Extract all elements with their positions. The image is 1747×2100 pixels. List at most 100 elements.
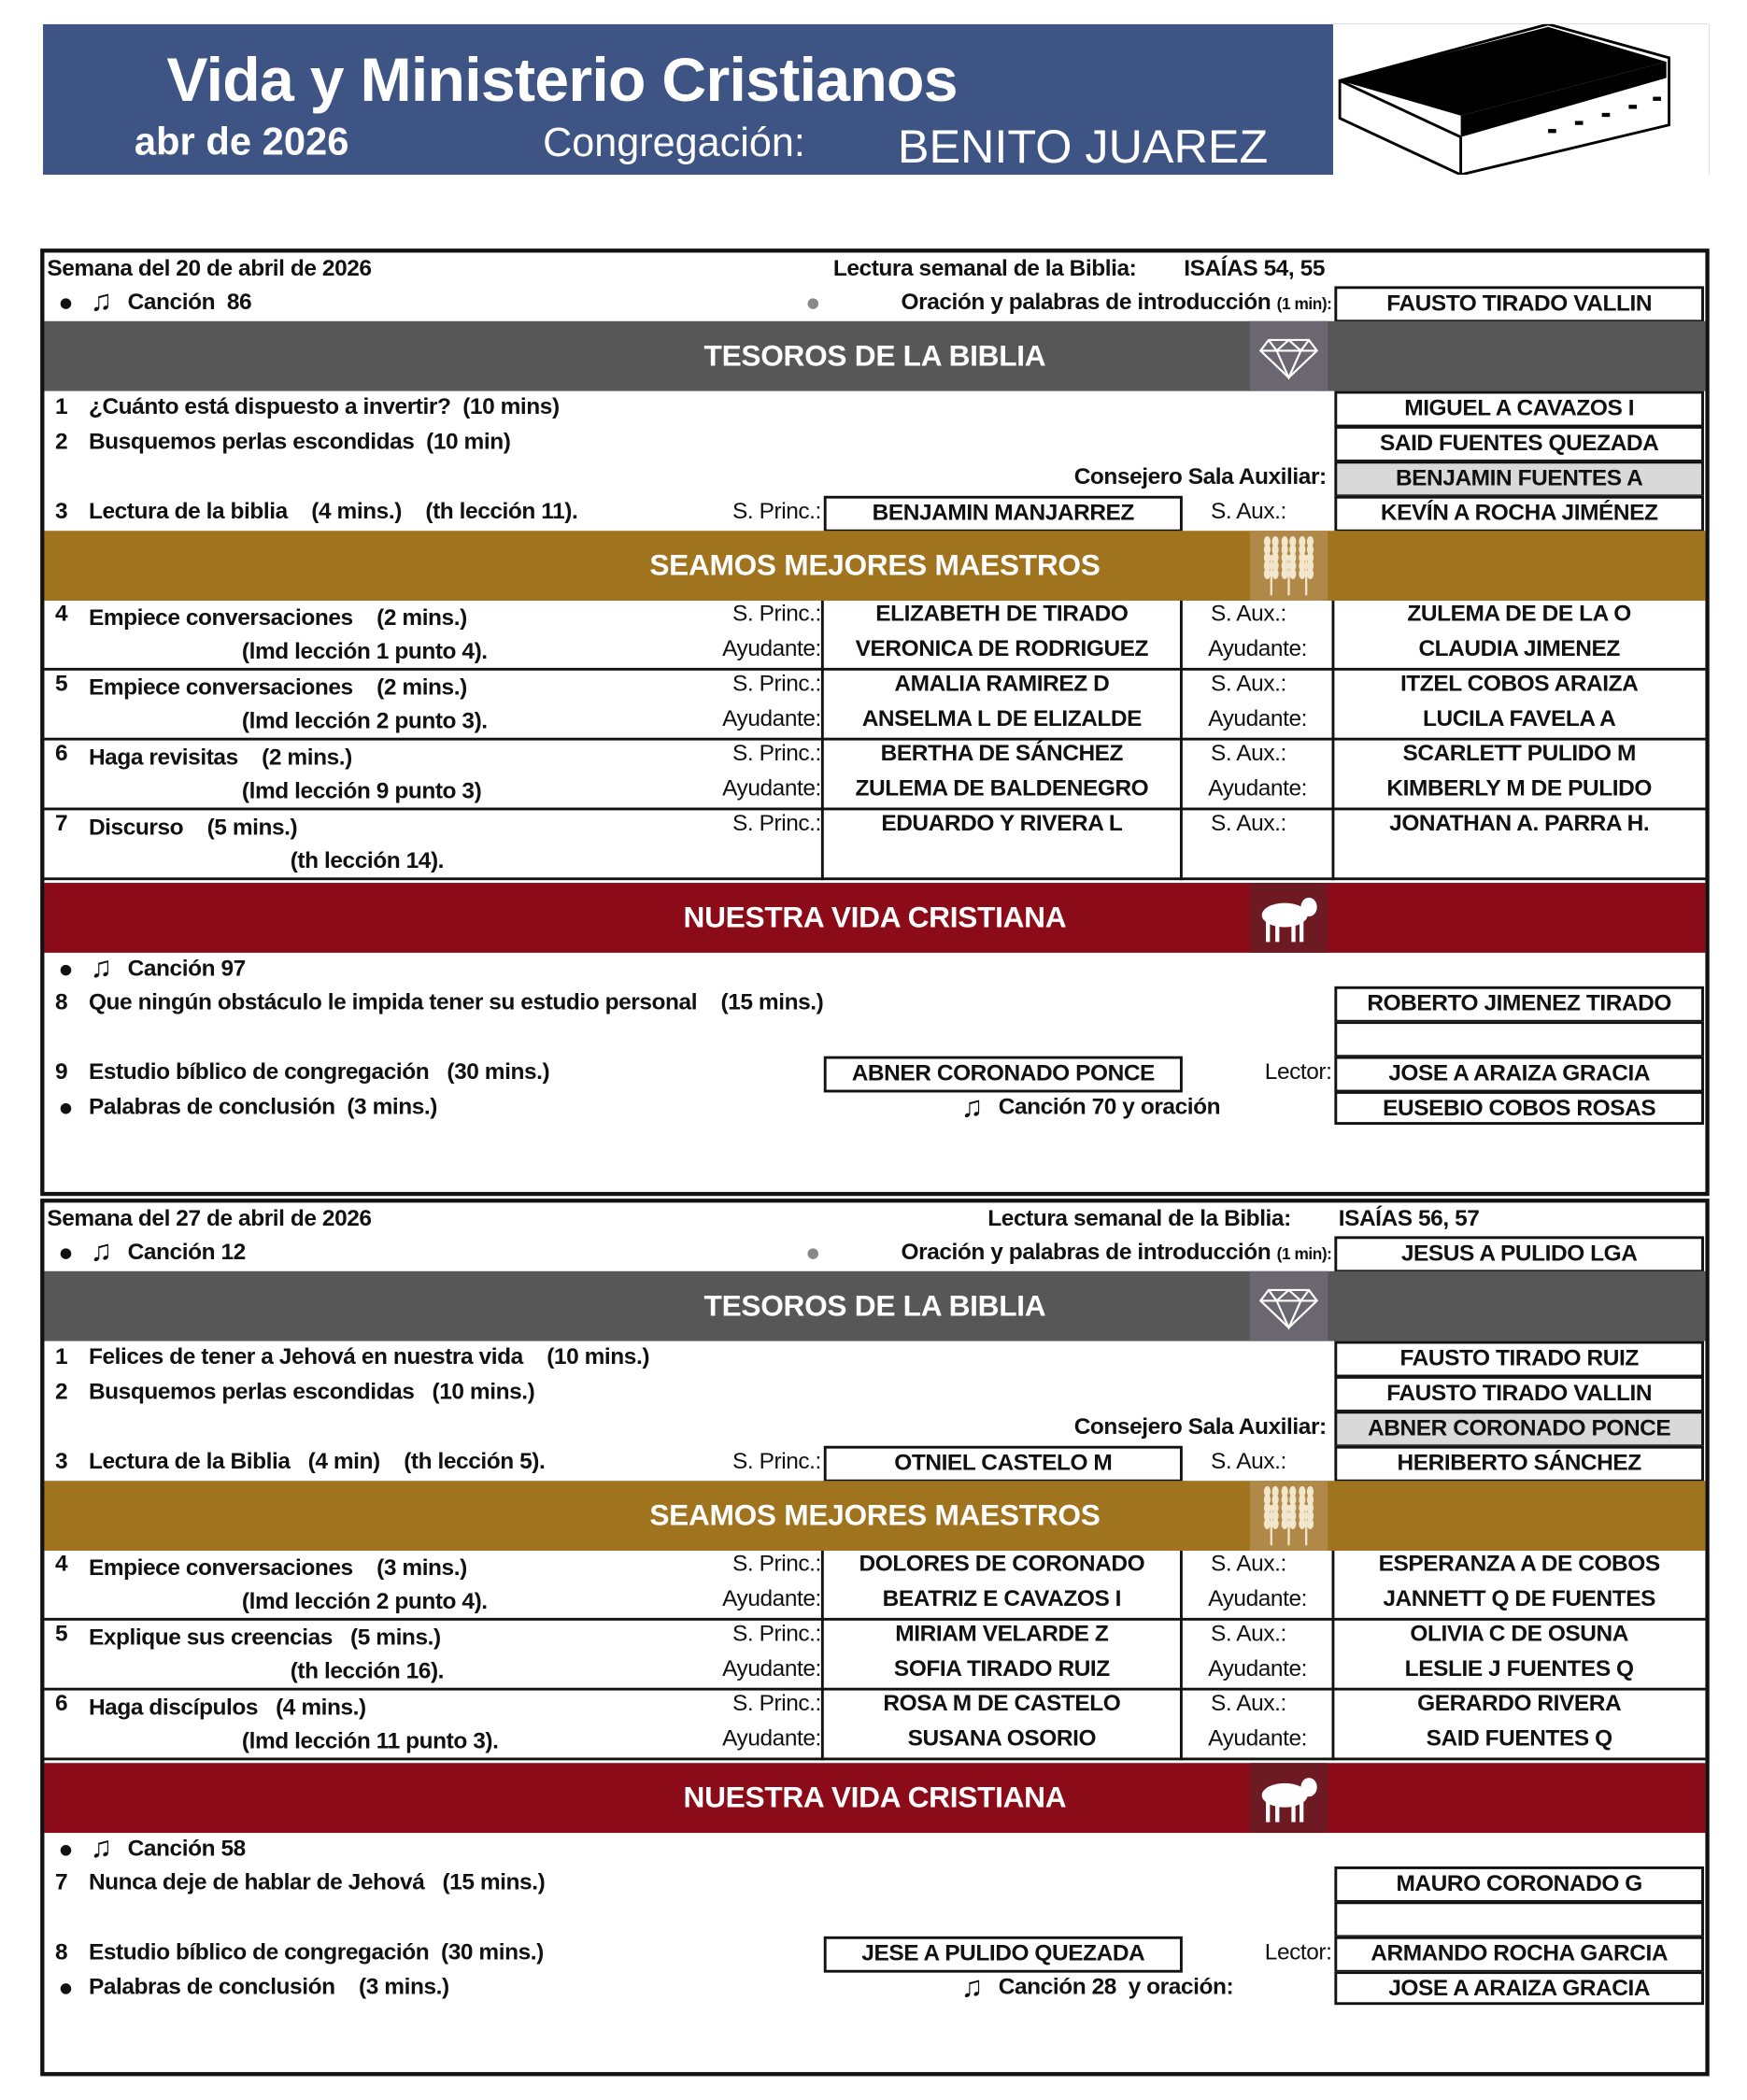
aux-label: S. Aux.: xyxy=(1211,740,1286,766)
aux-name: ZULEMA DE DE LA O xyxy=(1407,600,1631,627)
princ-label: S. Princ.: xyxy=(732,1620,821,1647)
helper-name: SOFIA TIRADO RUIZ xyxy=(893,1655,1110,1681)
bullet-icon xyxy=(60,1248,72,1259)
music-note-icon: ♫ xyxy=(90,1233,112,1268)
sheep-icon xyxy=(1249,883,1328,953)
aux-name: ESPERANZA A DE COBOS xyxy=(1378,1550,1661,1577)
reading-value: ISAÍAS 54, 55 xyxy=(1184,255,1326,281)
reader-box[interactable]: JOSE A ARAIZA GRACIA xyxy=(1334,1056,1704,1093)
week-label: Semana del 20 de abril de 2026 xyxy=(47,255,372,281)
helper-label: Ayudante: xyxy=(722,705,821,731)
bullet-icon xyxy=(807,298,819,309)
aux-label: S. Aux.: xyxy=(1211,600,1286,627)
aux-box[interactable]: KEVÍN A ROCHA JIMÉNEZ xyxy=(1334,495,1704,532)
aux-label: S. Aux.: xyxy=(1211,498,1286,524)
aux-helper-label: Ayudante: xyxy=(1208,774,1307,802)
aux-helper-name: SAID FUENTES Q xyxy=(1426,1724,1613,1752)
princ-label: S. Princ.: xyxy=(732,498,821,524)
part-number: 8 xyxy=(54,988,68,1015)
closing-text: Palabras de conclusión (3 mins.) xyxy=(88,1093,438,1120)
column-divider xyxy=(1179,600,1183,881)
part-text: Nunca deje de hablar de Jehová (15 mins.… xyxy=(88,1868,546,1895)
assignee-box[interactable]: MIGUEL A CAVAZOS I xyxy=(1334,390,1704,428)
princ-label: S. Princ.: xyxy=(732,670,821,697)
part-lesson: (lmd lección 11 punto 3). xyxy=(241,1727,499,1754)
wheat-icon xyxy=(1249,1481,1328,1551)
helper-label: Ayudante: xyxy=(722,1585,821,1611)
prayer-name-box[interactable]: JESUS A PULIDO LGA xyxy=(1334,1236,1704,1273)
living-song: Canción 97 xyxy=(127,955,247,982)
empty-assignee-box[interactable] xyxy=(1334,1901,1704,1938)
part-text: Empiece conversaciones (2 mins.) xyxy=(88,604,467,631)
part-number: 1 xyxy=(54,393,68,419)
column-divider xyxy=(1179,1550,1183,1761)
section-vida: NUESTRA VIDA CRISTIANA xyxy=(44,883,1706,953)
aux-helper-label: Ayudante: xyxy=(1208,705,1307,731)
column-divider xyxy=(820,1550,824,1761)
section-title: SEAMOS MEJORES MAESTROS xyxy=(649,547,1101,582)
column-divider xyxy=(1331,1550,1335,1761)
prayer-minutes: (1 min): xyxy=(1276,1244,1332,1264)
reader-box[interactable]: ARMANDO ROCHA GARCIA xyxy=(1334,1936,1704,1973)
aux-name: GERARDO RIVERA xyxy=(1417,1690,1622,1716)
closing-prayer-box[interactable]: JOSE A ARAIZA GRACIA xyxy=(1334,1971,1704,2006)
part-lesson: (lmd lección 1 punto 4). xyxy=(241,638,488,664)
opening-song: Canción 12 xyxy=(127,1239,247,1265)
part-number: 5 xyxy=(54,1620,68,1647)
header-banner: Vida y Ministerio Cristianos abr de 2026… xyxy=(43,22,1710,177)
reading-label: Lectura semanal de la Biblia: xyxy=(832,255,1137,281)
music-note-icon: ♫ xyxy=(90,949,112,984)
reader-label: Lector: xyxy=(1264,1058,1332,1085)
helper-label: Ayudante: xyxy=(722,635,821,661)
aux-box[interactable]: HERIBERTO SÁNCHEZ xyxy=(1334,1445,1704,1483)
part-number: 1 xyxy=(54,1343,68,1369)
aux-name: ITZEL COBOS ARAIZA xyxy=(1399,670,1639,697)
music-note-icon: ♫ xyxy=(90,1830,112,1865)
sheep-icon xyxy=(1249,1763,1328,1834)
part-text: Que ningún obstáculo le impida tener su … xyxy=(88,988,824,1015)
part-number: 4 xyxy=(54,600,68,627)
assignee-box[interactable]: FAUSTO TIRADO RUIZ xyxy=(1334,1341,1704,1378)
part-lesson: (lmd lección 2 punto 4). xyxy=(241,1588,488,1614)
closing-prayer-box[interactable]: EUSEBIO COBOS ROSAS xyxy=(1334,1091,1704,1125)
week-schedule: Semana del 27 de abril de 2026 Lectura se… xyxy=(40,1199,1710,2077)
part-number: 7 xyxy=(54,1868,68,1895)
prayer-label-text: Oración y palabras de introducción xyxy=(901,289,1271,315)
empty-assignee-box[interactable] xyxy=(1334,1021,1704,1058)
week-schedule: Semana del 20 de abril de 2026 Lectura se… xyxy=(40,248,1710,1197)
assignee-box[interactable]: MAURO CORONADO G xyxy=(1334,1866,1704,1903)
princ-box[interactable]: BENJAMIN MANJARREZ xyxy=(823,495,1183,532)
diamond-icon xyxy=(1249,320,1328,391)
aux-helper-label: Ayudante: xyxy=(1208,1655,1307,1681)
column-divider xyxy=(1331,600,1335,881)
prayer-label: Oración y palabras de introducción (1 mi… xyxy=(902,1236,1332,1270)
counselor-box[interactable]: BENJAMIN FUENTES A xyxy=(1334,461,1704,498)
princ-name: EDUARDO Y RIVERA L xyxy=(881,810,1123,836)
prayer-label: Oración y palabras de introducción (1 mi… xyxy=(902,286,1332,319)
assignee-box[interactable]: FAUSTO TIRADO VALLIN xyxy=(1334,1375,1704,1412)
prayer-name-box[interactable]: FAUSTO TIRADO VALLIN xyxy=(1334,286,1704,323)
princ-name: DOLORES DE CORONADO xyxy=(859,1550,1145,1577)
bible-book-icon xyxy=(1332,22,1710,177)
part-text: Busquemos perlas escondidas (10 mins.) xyxy=(88,1378,535,1405)
part-text: Explique sus creencias (5 mins.) xyxy=(88,1625,441,1651)
part-number: 5 xyxy=(54,670,68,697)
counselor-label: Consejero Sala Auxiliar: xyxy=(1073,463,1328,490)
assignee-box[interactable]: ROBERTO JIMENEZ TIRADO xyxy=(1334,986,1704,1023)
conductor-box[interactable]: JESE A PULIDO QUEZADA xyxy=(823,1936,1183,1973)
helper-label: Ayudante: xyxy=(722,1724,821,1752)
part-lesson: (lmd lección 2 punto 3). xyxy=(241,708,488,734)
bullet-icon xyxy=(60,1983,72,1994)
assignee-box[interactable]: SAID FUENTES QUEZADA xyxy=(1334,425,1704,462)
section-vida: NUESTRA VIDA CRISTIANA xyxy=(44,1763,1706,1834)
part-text: Empiece conversaciones (3 mins.) xyxy=(88,1554,467,1581)
princ-box[interactable]: OTNIEL CASTELO M xyxy=(823,1445,1183,1483)
part-lesson: (th lección 16). xyxy=(290,1658,445,1684)
part-number: 6 xyxy=(54,740,68,766)
row-divider xyxy=(44,807,1706,811)
part-number: 2 xyxy=(54,1378,68,1405)
counselor-box[interactable]: ABNER CORONADO PONCE xyxy=(1334,1411,1704,1448)
part-number: 3 xyxy=(54,498,68,524)
conductor-box[interactable]: ABNER CORONADO PONCE xyxy=(823,1056,1183,1093)
